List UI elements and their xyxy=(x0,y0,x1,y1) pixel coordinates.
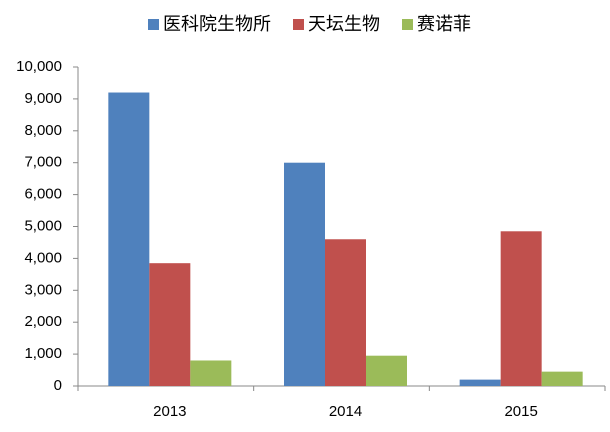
bar xyxy=(366,355,407,386)
y-tick-label: 5,000 xyxy=(24,217,62,234)
bar xyxy=(500,231,542,386)
bar xyxy=(108,92,150,387)
y-tick-label: 6,000 xyxy=(24,186,62,203)
bar xyxy=(190,360,232,386)
legend-label: 医科院生物所 xyxy=(163,14,271,34)
bar xyxy=(284,162,325,386)
legend-swatch xyxy=(148,19,159,30)
bar xyxy=(459,379,501,386)
bar xyxy=(149,263,191,386)
y-tick-label: 8,000 xyxy=(24,122,62,139)
y-tick-label: 0 xyxy=(54,377,62,394)
legend-label: 天坛生物 xyxy=(308,14,380,34)
legend-swatch xyxy=(293,19,304,30)
y-tick-label: 2,000 xyxy=(24,313,62,330)
y-tick-label: 10,000 xyxy=(16,58,62,75)
bar xyxy=(325,239,366,386)
legend-label: 赛诺菲 xyxy=(417,14,471,34)
legend-swatch xyxy=(402,19,413,30)
bar xyxy=(541,371,583,386)
x-tick-label: 2015 xyxy=(504,403,537,420)
y-tick-label: 1,000 xyxy=(24,345,62,362)
y-tick-label: 4,000 xyxy=(24,249,62,266)
x-tick-label: 2014 xyxy=(329,403,362,420)
x-tick-label: 2013 xyxy=(153,403,186,420)
y-tick-label: 7,000 xyxy=(24,154,62,171)
y-tick-label: 3,000 xyxy=(24,281,62,298)
y-tick-label: 9,000 xyxy=(24,90,62,107)
